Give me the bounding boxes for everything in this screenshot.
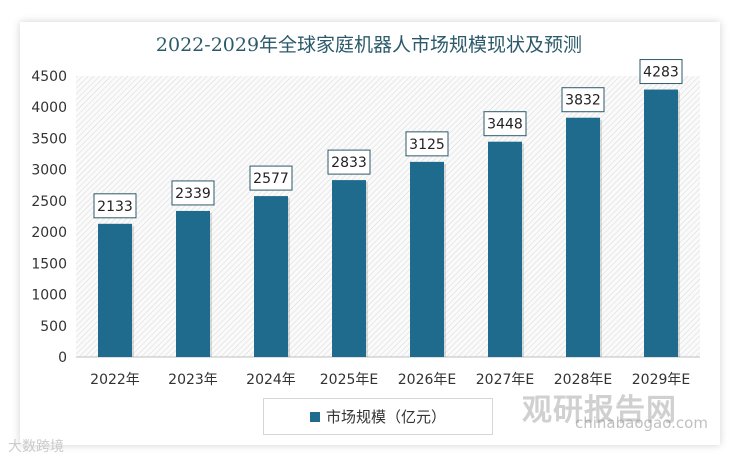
y-tick-label: 1500 bbox=[31, 256, 67, 272]
data-label-box bbox=[483, 111, 527, 137]
x-tick-label: 2028年E bbox=[554, 372, 612, 388]
data-label-box bbox=[405, 131, 449, 157]
data-label-box bbox=[249, 165, 293, 191]
y-tick-label: 0 bbox=[58, 350, 67, 366]
data-label-box bbox=[171, 180, 215, 206]
x-tick-label: 2025年E bbox=[320, 372, 378, 388]
bar bbox=[644, 89, 678, 357]
watermark-url: chinabaogao.com bbox=[575, 414, 708, 432]
y-tick-label: 4500 bbox=[31, 69, 67, 85]
bar bbox=[488, 141, 522, 357]
x-tick-label: 2024年 bbox=[246, 372, 296, 388]
bar bbox=[254, 196, 288, 357]
y-tick-label: 3500 bbox=[31, 131, 67, 147]
bar bbox=[566, 117, 600, 357]
bar bbox=[410, 161, 444, 357]
x-tick-label: 2026年E bbox=[398, 372, 456, 388]
data-label: 2133 bbox=[97, 199, 133, 215]
plot-area bbox=[76, 76, 700, 357]
data-label: 3448 bbox=[487, 117, 523, 133]
bar bbox=[332, 180, 366, 357]
y-tick-label: 2500 bbox=[31, 194, 67, 210]
data-label-box bbox=[639, 59, 683, 85]
y-tick-label: 2000 bbox=[31, 225, 67, 241]
x-tick-label: 2022年 bbox=[90, 372, 140, 388]
data-label: 3832 bbox=[565, 93, 601, 109]
x-tick-label: 2029年E bbox=[632, 372, 690, 388]
y-tick-label: 500 bbox=[40, 319, 67, 335]
watermark-source: 大数跨境 bbox=[8, 439, 64, 455]
legend-label: 市场规模（亿元） bbox=[325, 408, 446, 426]
data-label: 3125 bbox=[409, 137, 445, 153]
bar bbox=[98, 223, 132, 357]
y-tick-label: 3000 bbox=[31, 163, 67, 179]
chart-title: 2022-2029年全球家庭机器人市场规模现状及预测 bbox=[155, 34, 583, 56]
legend-swatch bbox=[309, 411, 320, 422]
x-tick-label: 2023年 bbox=[168, 372, 218, 388]
data-label: 4283 bbox=[643, 65, 679, 81]
data-label-box bbox=[93, 193, 137, 219]
watermark-brand: 观研报告网 bbox=[522, 393, 677, 428]
x-tick-label: 2027年E bbox=[476, 372, 534, 388]
legend: 市场规模（亿元） bbox=[263, 398, 493, 435]
y-tick-label: 4000 bbox=[31, 100, 67, 116]
bar bbox=[176, 210, 210, 357]
data-label: 2339 bbox=[175, 186, 211, 202]
data-label: 2577 bbox=[253, 171, 289, 187]
data-label-box bbox=[327, 149, 371, 175]
data-label-box bbox=[561, 87, 605, 113]
data-label: 2833 bbox=[331, 155, 367, 171]
y-tick-label: 1000 bbox=[31, 288, 67, 304]
